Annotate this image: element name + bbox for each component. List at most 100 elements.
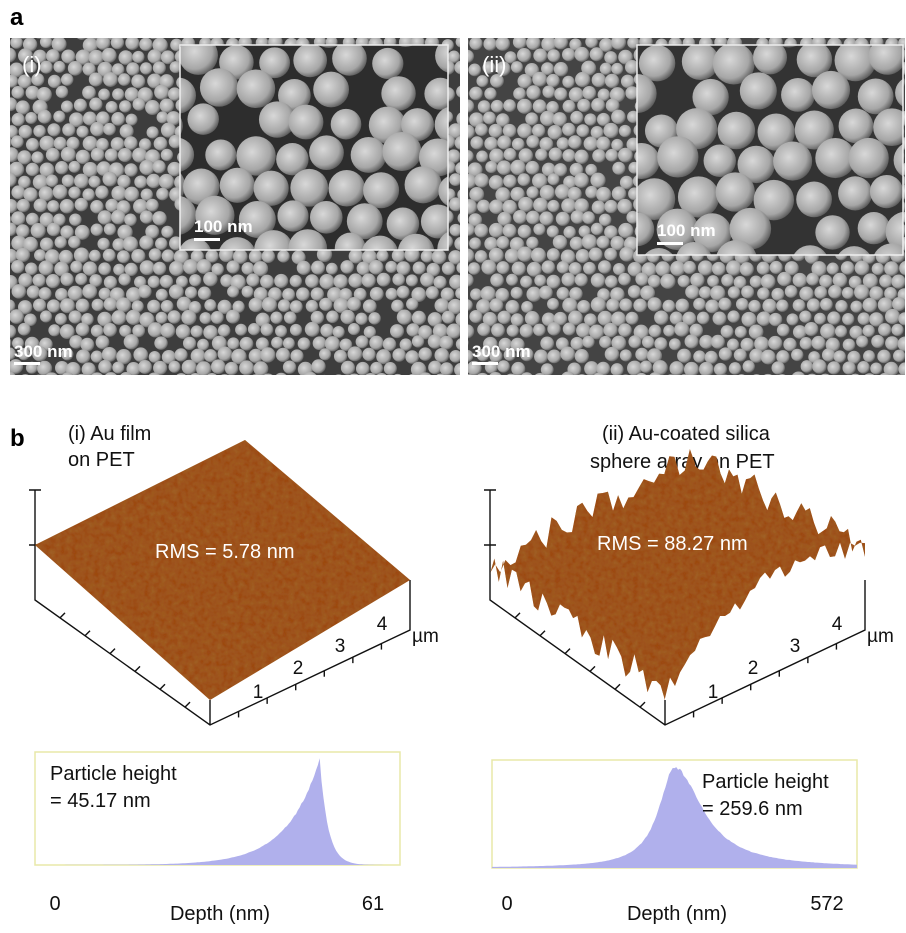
particle [0,336,12,351]
particle [133,98,146,111]
particle [461,299,473,311]
particle [205,139,236,170]
particle [47,123,60,136]
particle [291,24,304,37]
particle [68,61,83,76]
axis-tick [110,649,115,654]
particle [97,238,109,250]
particle [89,250,101,262]
axis-tick [515,613,520,618]
particle [885,336,899,350]
particle [290,300,303,313]
particle [119,372,134,387]
particle [153,61,166,74]
particle [807,24,819,36]
particle [249,298,264,313]
particle [533,99,547,113]
particle [554,62,568,76]
particle [590,47,604,61]
particle [547,298,559,310]
particle [592,149,605,162]
particle [11,260,24,273]
particle [34,198,48,212]
axis-tick [85,631,90,636]
particle [712,262,726,276]
particle [220,168,255,203]
particle [53,185,68,200]
particle [168,310,181,323]
particle [518,173,531,186]
surface-title: (i) Au film [68,423,151,445]
particle [513,87,526,100]
particle [118,73,131,86]
particle [0,238,10,251]
particle [232,376,245,389]
particle [741,312,756,327]
particle [891,324,903,336]
particle [9,309,24,324]
particle [842,313,854,325]
particle [11,135,24,148]
particle [187,103,218,134]
particle [198,286,211,299]
particle [714,363,727,376]
particle [91,351,103,363]
particle [547,49,560,62]
particle [489,124,503,138]
particle [248,23,263,38]
particle [450,26,462,38]
particle [640,360,652,372]
particle [621,75,635,89]
particle [697,312,710,325]
particle [348,25,360,37]
particle [61,147,76,162]
particle [490,273,504,287]
particle [531,248,546,263]
particle [785,285,798,298]
particle [355,313,367,325]
rms-label: RMS = 5.78 nm [155,541,295,563]
x-axis-label: Depth (nm) [627,903,727,925]
particle [743,360,755,372]
particle [26,163,39,176]
particle [96,35,110,49]
particle [726,260,741,275]
particle [606,298,619,311]
particle [348,273,363,288]
axis-tick-label: 2 [293,658,304,679]
particle [3,97,17,111]
particle [857,361,870,374]
particle [1,47,16,62]
particle [291,375,305,389]
particle [435,298,450,313]
particle [503,23,517,37]
particle [750,275,762,287]
particle [553,235,567,249]
particle [513,210,527,224]
particle [412,311,426,325]
particle [593,373,606,386]
particle [562,298,577,313]
particle [591,98,605,112]
particle [820,324,835,339]
particle [781,78,815,112]
particle [791,372,806,387]
particle [450,224,463,237]
particle [849,138,889,178]
particle [474,224,488,238]
particle [718,298,731,311]
scale-label: 100 nm [194,217,253,236]
particle [478,23,491,36]
particle [319,274,334,289]
particle [489,298,503,312]
particle [478,100,491,113]
particle [814,286,827,299]
particle [153,160,166,173]
axis-tick-label: 4 [832,614,843,635]
particle [203,272,218,287]
particle [385,261,397,273]
particle [219,24,232,37]
particle [103,72,118,87]
particle [341,361,355,375]
particle [46,274,60,288]
